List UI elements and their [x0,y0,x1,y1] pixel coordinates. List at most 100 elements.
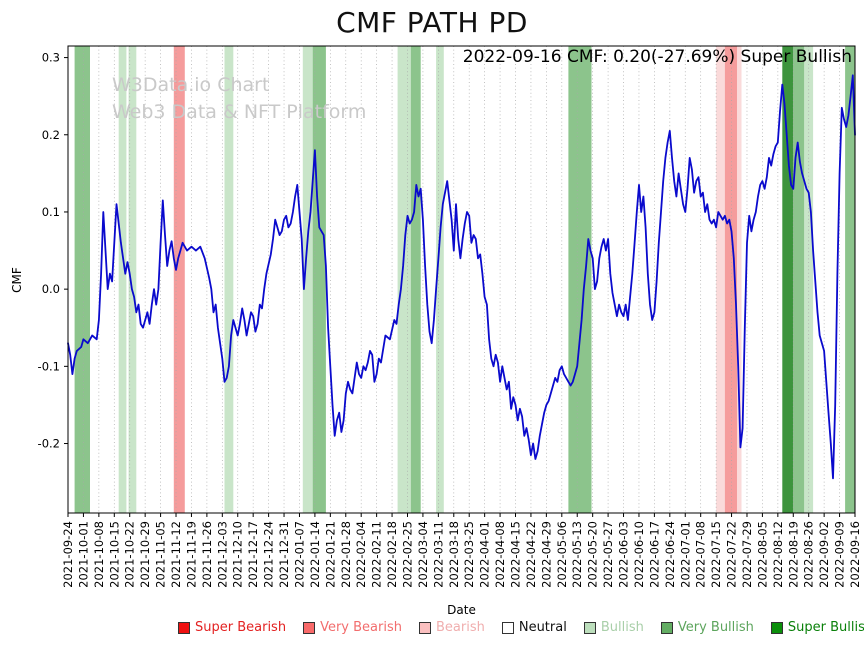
signal-band-very-bullish [74,46,90,513]
x-tick-label: 2022-04-15 [509,521,523,588]
legend-label-super-bearish: Super Bearish [195,620,287,635]
x-tick-label: 2021-12-31 [277,521,291,588]
signal-band-bullish [804,46,814,513]
x-tick-label: 2022-07-29 [740,521,754,588]
legend-item-bullish: Bullish [583,620,644,635]
y-tick-label: -0.2 [38,437,60,451]
legend-swatch-super-bullish [770,621,783,634]
signal-band-super-bullish [782,46,794,513]
x-tick-label: 2021-10-15 [107,521,121,588]
legend-item-very-bearish: Very Bearish [303,620,402,635]
x-tick-label: 2021-12-24 [262,521,276,588]
legend-item-bearish: Bearish [418,620,485,635]
x-tick-label: 2022-02-04 [354,521,368,588]
legend: Super Bearish Very Bearish Bearish Neutral B… [178,620,864,635]
x-tick-label: 2021-12-10 [231,521,245,588]
y-tick-label: 0.0 [42,282,60,296]
x-tick-label: 2021-12-03 [215,521,229,588]
x-tick-label: 2022-06-24 [663,521,677,588]
x-tick-label: 2021-11-26 [200,521,214,588]
x-tick-label: 2022-03-25 [462,521,476,588]
x-tick-label: 2021-09-24 [61,521,75,588]
x-tick-label: 2022-03-18 [447,521,461,588]
x-tick-label: 2022-09-02 [817,521,831,588]
signal-band-very-bearish [173,46,185,513]
x-tick-label: 2022-07-22 [725,521,739,588]
legend-label-neutral: Neutral [518,620,567,635]
legend-item-neutral: Neutral [501,620,567,635]
x-tick-label: 2022-01-21 [323,521,337,588]
legend-swatch-bearish [418,621,431,634]
signal-band-very-bearish [724,46,737,513]
y-axis-label: CMF [10,267,24,293]
legend-label-very-bearish: Very Bearish [320,620,402,635]
watermark-line2: Web3 Data & NFT Platform [112,100,367,123]
signal-band-very-bullish [793,46,805,513]
signal-band-very-bullish [568,46,592,513]
x-tick-label: 2021-10-08 [92,521,106,588]
latest-value-annotation: 2022-09-16 CMF: 0.20(-27.69%) Super Bull… [462,47,852,67]
x-tick-label: 2021-10-01 [76,521,90,588]
cmf-line [67,74,856,480]
x-tick-label: 2022-01-07 [293,521,307,588]
legend-swatch-bullish [583,621,596,634]
x-tick-label: 2022-01-28 [339,521,353,588]
x-tick-label: 2022-03-04 [416,521,430,588]
legend-label-bullish: Bullish [600,620,644,635]
x-tick-label: 2022-04-08 [493,521,507,588]
x-tick-label: 2022-04-22 [524,521,538,588]
y-tick-label: 0.2 [42,128,60,142]
x-tick-label: 2022-08-19 [786,521,800,588]
x-tick-label: 2022-05-27 [601,521,615,588]
legend-label-bearish: Bearish [435,620,485,635]
legend-item-very-bullish: Very Bullish [660,620,754,635]
x-tick-label: 2022-07-08 [694,521,708,588]
x-tick-label: 2022-09-16 [848,521,862,588]
x-tick-label: 2022-06-03 [617,521,631,588]
x-tick-label: 2022-06-10 [632,521,646,588]
x-tick-label: 2022-05-13 [570,521,584,588]
watermark-line1: W3Data.io Chart [112,74,270,96]
x-tick-label: 2021-12-17 [246,521,260,588]
legend-swatch-very-bearish [303,621,316,634]
y-tick-label: 0.1 [42,205,60,219]
signal-band-bullish [302,46,313,513]
x-tick-label: 2022-06-17 [647,521,661,588]
x-tick-label: 2021-11-05 [154,521,168,588]
signal-band-very-bullish [410,46,421,513]
legend-swatch-super-bearish [178,621,190,634]
x-tick-label: 2022-04-29 [539,521,553,588]
watermark: W3Data.io Chart Web3 Data & NFT Platform [112,72,366,125]
signal-band-very-bullish [845,46,855,513]
legend-item-super-bearish: Super Bearish [178,620,286,635]
x-tick-label: 2022-05-06 [555,521,569,588]
x-tick-label: 2022-08-12 [771,521,785,588]
y-tick-label: -0.1 [38,359,60,373]
signal-band-bullish [118,46,127,513]
signal-band-bullish [224,46,234,513]
x-tick-label: 2022-05-20 [586,521,600,588]
x-tick-label: 2021-10-29 [138,521,152,588]
x-tick-label: 2022-08-05 [755,521,769,588]
x-tick-label: 2022-08-26 [802,521,816,588]
x-tick-label: 2022-02-18 [385,521,399,588]
x-axis-label: Date [447,603,476,617]
x-tick-label: 2022-02-25 [401,521,415,588]
signal-band-bullish [397,46,411,513]
x-tick-label: 2022-07-15 [709,521,723,588]
legend-item-super-bullish: Super Bullish [770,620,864,635]
x-tick-label: 2022-01-14 [308,521,322,588]
x-tick-label: 2022-02-11 [370,521,384,588]
x-tick-label: 2022-07-01 [678,521,692,588]
x-tick-label: 2021-11-12 [169,521,183,588]
y-tick-label: 0.3 [42,51,60,65]
legend-swatch-very-bullish [660,621,673,634]
x-tick-label: 2021-10-22 [123,521,137,588]
legend-label-super-bullish: Super Bullish [787,620,864,635]
x-tick-label: 2022-03-11 [431,521,445,588]
signal-band-bullish [128,46,137,513]
plot-border [67,45,856,514]
x-tick-label: 2021-11-19 [185,521,199,588]
